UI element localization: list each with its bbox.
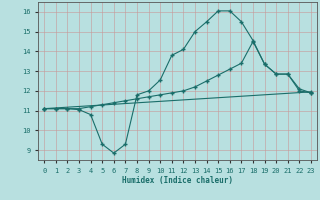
X-axis label: Humidex (Indice chaleur): Humidex (Indice chaleur): [122, 176, 233, 185]
